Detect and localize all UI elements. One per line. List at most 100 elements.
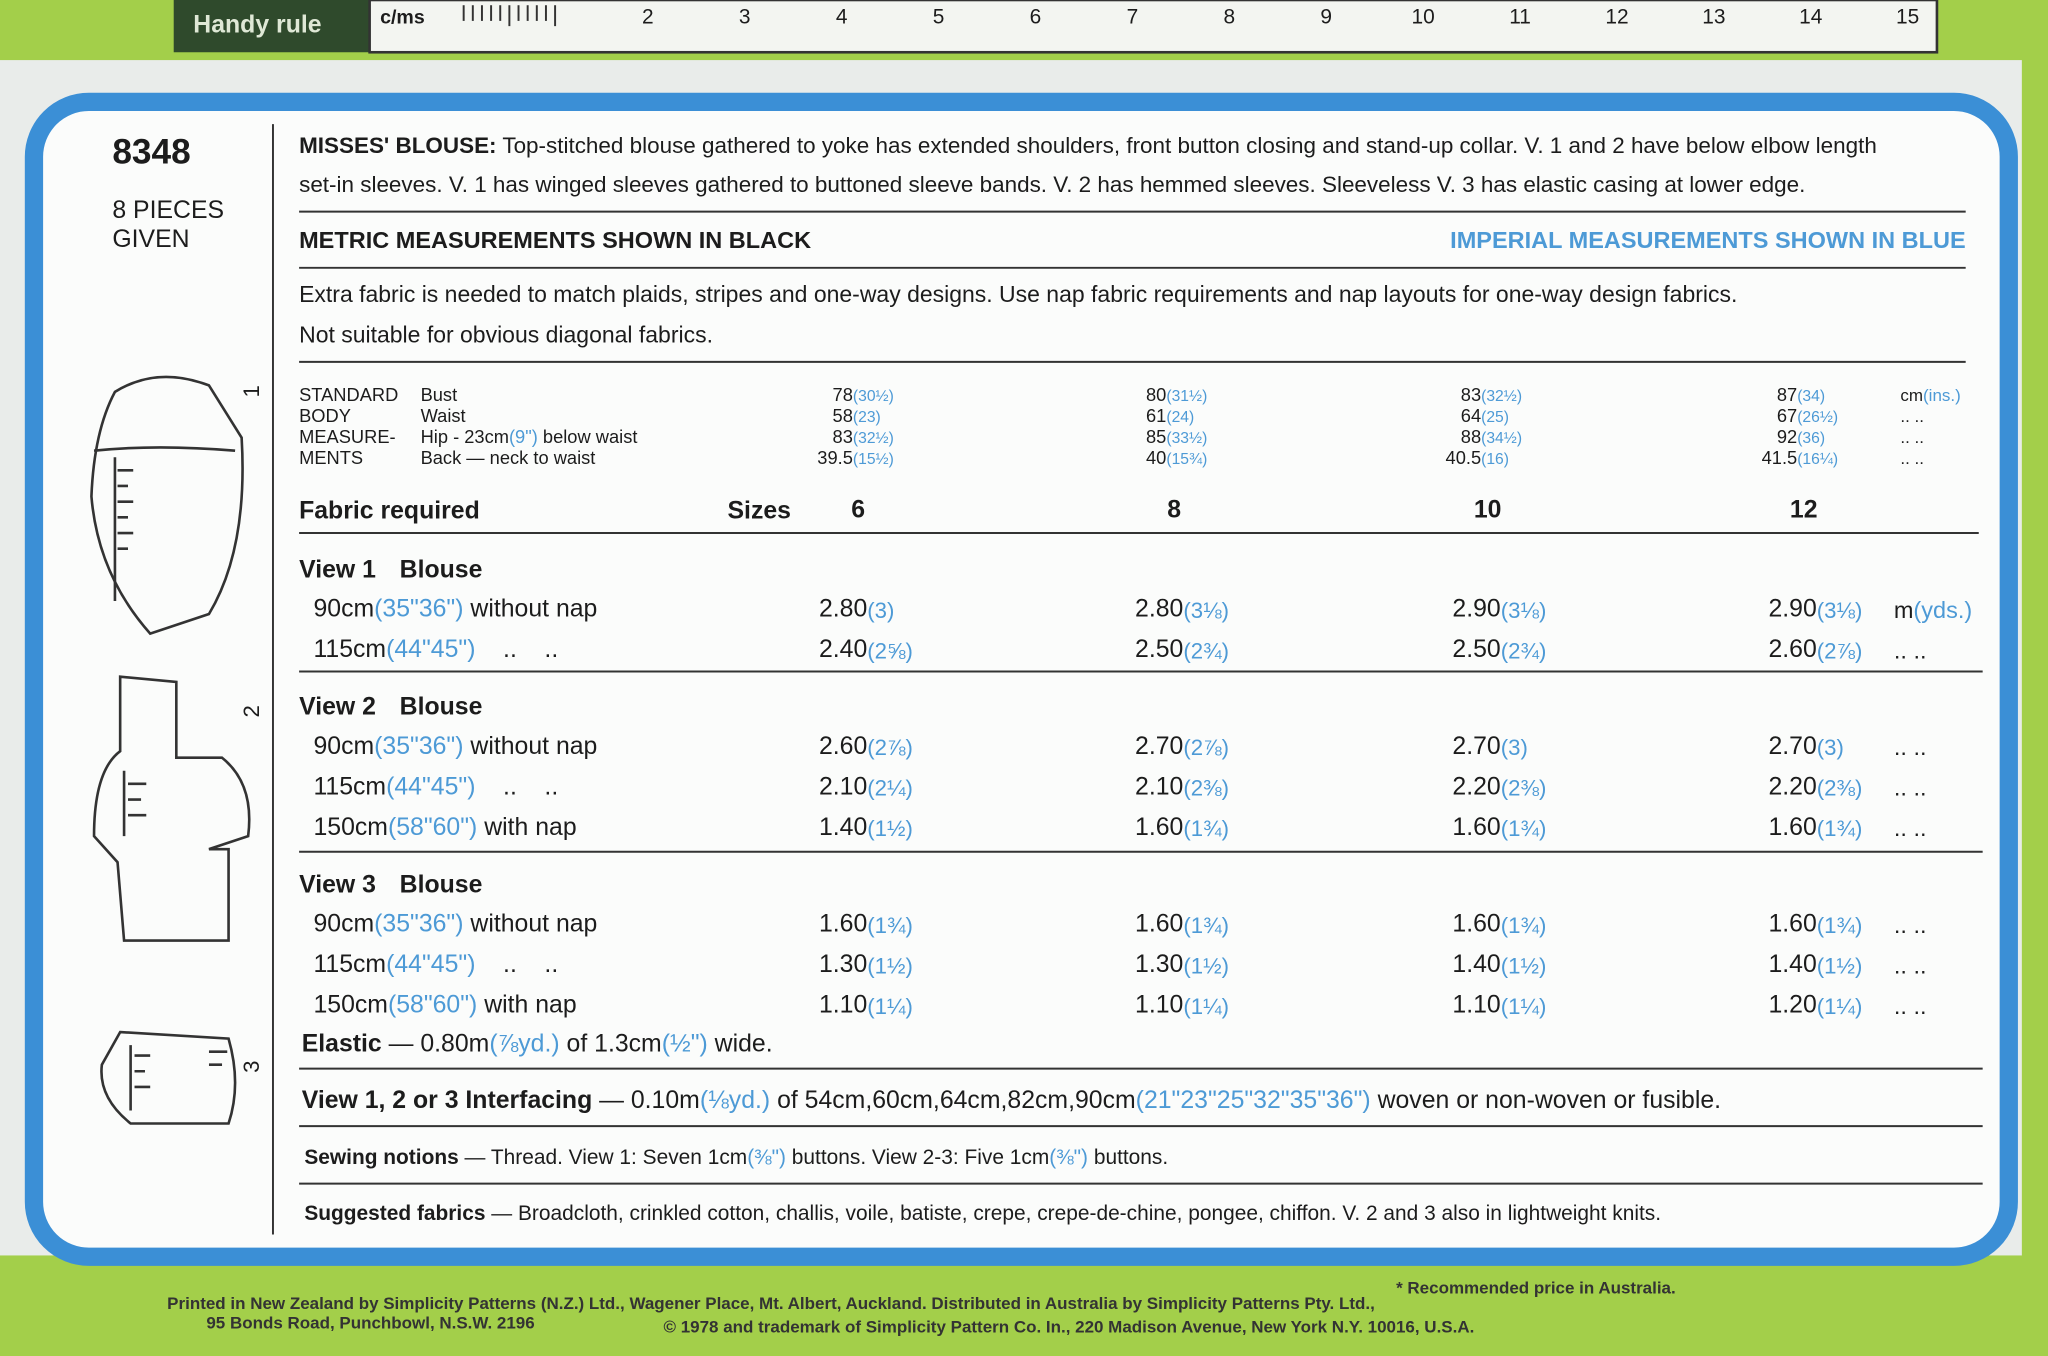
- yardage-metric: 2.50: [1135, 636, 1184, 664]
- yardage-imperial: (1¼): [1500, 993, 1547, 1019]
- yardage-metric: 2.70: [1768, 732, 1817, 761]
- pattern-number: 8348: [112, 132, 191, 172]
- yardage-unit: .. ..: [1894, 953, 1927, 977]
- view-number: 3: [239, 1059, 265, 1073]
- pieces-given: 8 PIECES: [112, 197, 225, 225]
- ruler-strip: [368, 0, 1939, 54]
- text-part: buttons. View 2-3: Five 1cm: [785, 1147, 1050, 1170]
- text-part: 90cm: [313, 595, 375, 623]
- text-part: set-in sleeves. V. 1 has winged sleeves …: [299, 171, 1806, 198]
- measure-imperial: (24): [1166, 407, 1195, 426]
- measure-imperial: (34): [1797, 386, 1826, 405]
- text-part: (21"23"25"32"35"36"): [1135, 1086, 1371, 1115]
- garment: Blouse: [399, 693, 483, 721]
- note: Extra fabric is needed to match plaids, …: [299, 280, 1738, 308]
- text-part: (⅜"): [1049, 1147, 1089, 1170]
- text-part: 90cm: [313, 732, 375, 761]
- width-label: 90cm(35"36") without nap: [313, 734, 597, 759]
- text-part: (58"60"): [387, 991, 478, 1019]
- measure-imperial: (36): [1797, 428, 1826, 447]
- measure-unit: .. ..: [1900, 449, 1924, 466]
- measure-metric: 80: [1146, 384, 1167, 406]
- width-label: 150cm(58"60") with nap: [313, 815, 576, 840]
- ruler-number: 2: [642, 7, 654, 30]
- measure-name: Back — neck to waist: [421, 448, 596, 466]
- text-part: (44"45"): [386, 636, 476, 664]
- text-part: (35"36"): [374, 910, 464, 938]
- text-part: below waist: [537, 426, 638, 447]
- yardage-metric: 1.60: [1135, 813, 1184, 842]
- ruler-number: 3: [738, 7, 751, 30]
- measure-imperial: (32½): [1481, 386, 1523, 405]
- yardage-metric: 1.10: [818, 991, 868, 1019]
- yardage-metric: 2.70: [1452, 732, 1501, 761]
- measure-metric: 78: [832, 384, 853, 406]
- yardage-unit: .. ..: [1894, 776, 1927, 800]
- measure-imperial: (33½): [1166, 428, 1208, 447]
- yardage-metric: 1.40: [1452, 950, 1501, 979]
- yardage-imperial: (1½): [867, 815, 913, 841]
- yardage-metric: 2.80: [1135, 595, 1184, 623]
- yardage-metric: 1.60: [1768, 813, 1817, 842]
- yardage-imperial: (2¾): [1183, 638, 1229, 664]
- measure-imperial: (32½): [852, 428, 894, 447]
- text-part: (58"60"): [387, 813, 478, 842]
- yardage-metric: 1.20: [1768, 991, 1817, 1019]
- ruler-number: 9: [1320, 7, 1333, 30]
- measure-imperial: (15½): [852, 449, 894, 468]
- text-part: Waist: [420, 405, 466, 427]
- ruler-number: 7: [1126, 7, 1139, 30]
- yardage-imperial: (1¼): [867, 993, 913, 1019]
- yardage-imperial: (2⅜): [1816, 775, 1863, 801]
- ruler-number: 6: [1029, 7, 1042, 30]
- measure-name: Bust: [421, 386, 458, 404]
- text-part: 115cm: [313, 636, 387, 664]
- text-part: (⅞yd.): [489, 1030, 560, 1058]
- yardage-metric: 2.60: [1768, 636, 1817, 664]
- description: set-in sleeves. V. 1 has winged sleeves …: [299, 171, 1806, 198]
- yardage-imperial: (2⅞): [1183, 734, 1229, 760]
- measure-metric: 39.5: [817, 446, 853, 468]
- measure-imperial: (30½): [852, 386, 894, 405]
- text-part: (9"): [508, 426, 538, 447]
- text-part: of 54cm,60cm,64cm,82cm,90cm: [770, 1086, 1136, 1115]
- measure-metric: 92: [1776, 426, 1798, 447]
- width-label: 150cm(58"60") with nap: [313, 993, 576, 1018]
- text-part: .. ..: [1893, 733, 1927, 760]
- view-3-illustration: [100, 1030, 237, 1125]
- text-part: (44"45"): [386, 773, 476, 801]
- yardage-imperial: (1½): [1500, 953, 1547, 978]
- ruler-number: 14: [1799, 7, 1823, 30]
- yardage-imperial: (2⅝): [867, 638, 913, 664]
- yardage-unit: .. ..: [1894, 913, 1927, 937]
- text-part: .. ..: [475, 773, 559, 801]
- text-part: .. ..: [1893, 992, 1927, 1019]
- ruler-number: 13: [1702, 7, 1726, 30]
- price-note: * Recommended price in Australia.: [1396, 1277, 1676, 1298]
- text-part: Hip - 23cm: [420, 426, 509, 447]
- text-part: 150cm: [313, 991, 388, 1019]
- width-label: 90cm(35"36") without nap: [313, 597, 597, 622]
- measure-metric: 87: [1776, 384, 1798, 406]
- fabric-heading: Fabric required: [299, 497, 480, 525]
- yardage-imperial: (2¾): [1500, 638, 1547, 664]
- yardage-unit: .. ..: [1894, 816, 1927, 840]
- pieces-given: GIVEN: [112, 225, 190, 254]
- imperial-heading: IMPERIAL MEASUREMENTS SHOWN IN BLUE: [1450, 226, 1966, 254]
- description: MISSES' BLOUSE: Top-stitched blouse gath…: [299, 134, 1877, 157]
- text-part: 90cm: [313, 910, 375, 938]
- ruler-number: 11: [1509, 7, 1531, 30]
- yardage-imperial: (1½): [1183, 953, 1229, 978]
- body-label: MENTS: [299, 446, 364, 468]
- metric-heading: METRIC MEASUREMENTS SHOWN IN BLACK: [299, 226, 812, 254]
- text-part: — 0.10m: [592, 1086, 700, 1115]
- text-part: (35"36"): [374, 595, 464, 623]
- text-part: .. ..: [1900, 406, 1924, 426]
- view-2-illustration: [92, 675, 251, 942]
- yardage-metric: 2.40: [818, 636, 868, 664]
- size: 8: [1167, 496, 1182, 524]
- yardage-imperial: (3): [1500, 734, 1528, 760]
- text-part: Suggested fabrics: [304, 1203, 486, 1226]
- ruler-unit: c/ms: [380, 6, 425, 30]
